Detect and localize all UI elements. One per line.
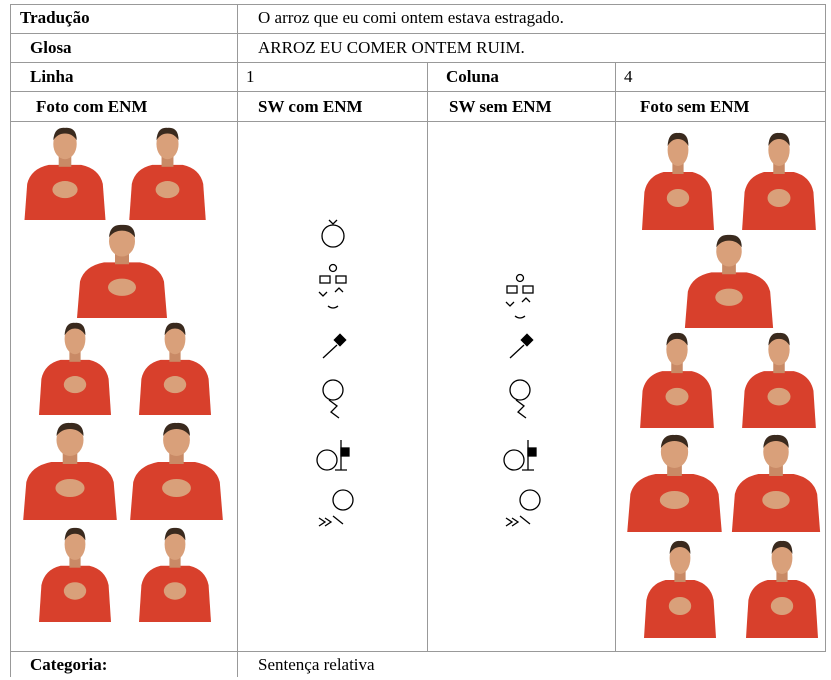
text: Sentença relativa (258, 655, 375, 674)
text: ARROZ EU COMER ONTEM RUIM. (258, 38, 525, 57)
rule (10, 4, 11, 677)
rule (10, 33, 825, 34)
rule (10, 91, 825, 92)
label: Linha (30, 67, 74, 86)
photo (627, 434, 722, 532)
rule (10, 651, 825, 652)
header: SW sem ENM (449, 97, 552, 116)
rule (10, 121, 825, 122)
photo (39, 527, 111, 622)
photo (129, 127, 206, 220)
rule (615, 62, 616, 652)
photo (742, 132, 816, 230)
header: SW com ENM (258, 97, 363, 116)
label: Coluna (446, 67, 499, 86)
photo (684, 234, 774, 328)
photo (731, 434, 821, 532)
photo (742, 332, 816, 428)
photo (746, 540, 818, 638)
rule (10, 62, 825, 63)
photo (39, 322, 111, 415)
photo (642, 132, 714, 230)
rule (427, 62, 428, 652)
value: 4 (624, 67, 633, 86)
photo (23, 422, 117, 520)
rule (825, 4, 826, 652)
header: Foto sem ENM (640, 97, 750, 116)
value: 1 (246, 67, 255, 86)
photo (139, 527, 211, 622)
photo (644, 540, 716, 638)
photo (640, 332, 714, 428)
text: O arroz que eu comi ontem estava estraga… (258, 8, 564, 27)
label: Tradução (20, 8, 90, 27)
photo (24, 127, 106, 220)
signwriting (503, 273, 541, 527)
signwriting (316, 219, 354, 527)
header: Foto com ENM (36, 97, 148, 116)
rule (237, 4, 238, 677)
rule (10, 4, 825, 5)
label: Categoria: (30, 655, 108, 674)
photo (77, 224, 167, 318)
photo (130, 422, 223, 520)
label: Glosa (30, 38, 72, 57)
photo (139, 322, 211, 415)
